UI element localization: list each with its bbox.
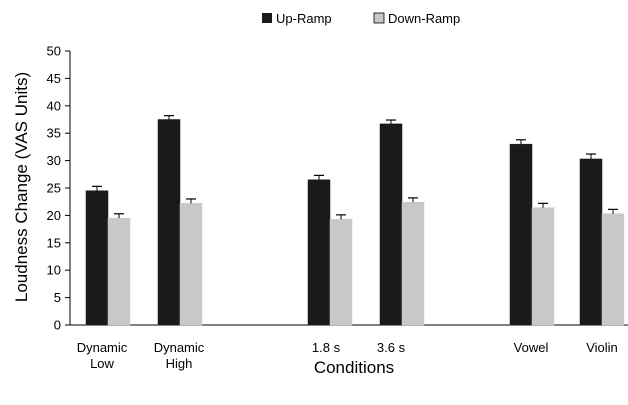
y-tick-label: 35 — [47, 126, 61, 141]
error-bars — [92, 115, 618, 220]
down-ramp-bar — [179, 203, 203, 326]
x-tick-label-line: Dynamic — [77, 340, 128, 355]
legend: Up-Ramp Down-Ramp — [262, 11, 460, 26]
down-ramp-bar — [107, 217, 131, 326]
y-axis: 0 5 10 15 20 25 30 35 40 45 50 — [47, 44, 71, 333]
up-ramp-legend-swatch — [262, 13, 272, 23]
up-ramp-bar — [509, 143, 533, 326]
up-ramp-bar — [85, 190, 109, 326]
x-tick-label: Vowel — [514, 340, 549, 355]
y-axis-title: Loudness Change (VAS Units) — [12, 72, 31, 302]
x-tick-label: Violin — [586, 340, 618, 355]
x-tick-label: Dynamic High — [154, 340, 205, 371]
x-tick-label: Dynamic Low — [77, 340, 128, 371]
down-ramp-bar — [401, 201, 425, 326]
x-tick-label-line: Violin — [586, 340, 618, 355]
y-tick-label: 5 — [54, 290, 61, 305]
y-tick-label: 50 — [47, 44, 61, 59]
up-ramp-bar — [379, 123, 403, 326]
up-ramp-bar — [579, 158, 603, 326]
bars — [85, 119, 625, 326]
up-ramp-bar — [157, 119, 181, 326]
down-ramp-bar — [329, 218, 353, 326]
y-tick-label: 0 — [54, 318, 61, 333]
x-tick-label-line: Low — [90, 356, 114, 371]
down-ramp-bar — [531, 207, 555, 326]
up-ramp-bar — [307, 179, 331, 326]
x-tick-label-line: Dynamic — [154, 340, 205, 355]
x-tick-label-line: High — [166, 356, 193, 371]
y-tick-label: 40 — [47, 98, 61, 113]
y-tick-label: 30 — [47, 153, 61, 168]
x-tick-label-line: 3.6 s — [377, 340, 406, 355]
x-tick-label-line: 1.8 s — [312, 340, 341, 355]
legend-label: Down-Ramp — [388, 11, 460, 26]
y-tick-label: 45 — [47, 71, 61, 86]
down-ramp-legend-swatch — [373, 12, 385, 24]
x-tick-label: 3.6 s — [377, 340, 406, 355]
y-tick-label: 25 — [47, 181, 61, 196]
x-tick-label-line: Vowel — [514, 340, 549, 355]
x-tick-label: 1.8 s — [312, 340, 341, 355]
y-tick-label: 20 — [47, 208, 61, 223]
y-tick-label: 15 — [47, 235, 61, 250]
legend-label: Up-Ramp — [276, 11, 332, 26]
y-tick-label: 10 — [47, 263, 61, 278]
down-ramp-bar — [601, 213, 625, 326]
x-axis-title: Conditions — [314, 358, 394, 377]
